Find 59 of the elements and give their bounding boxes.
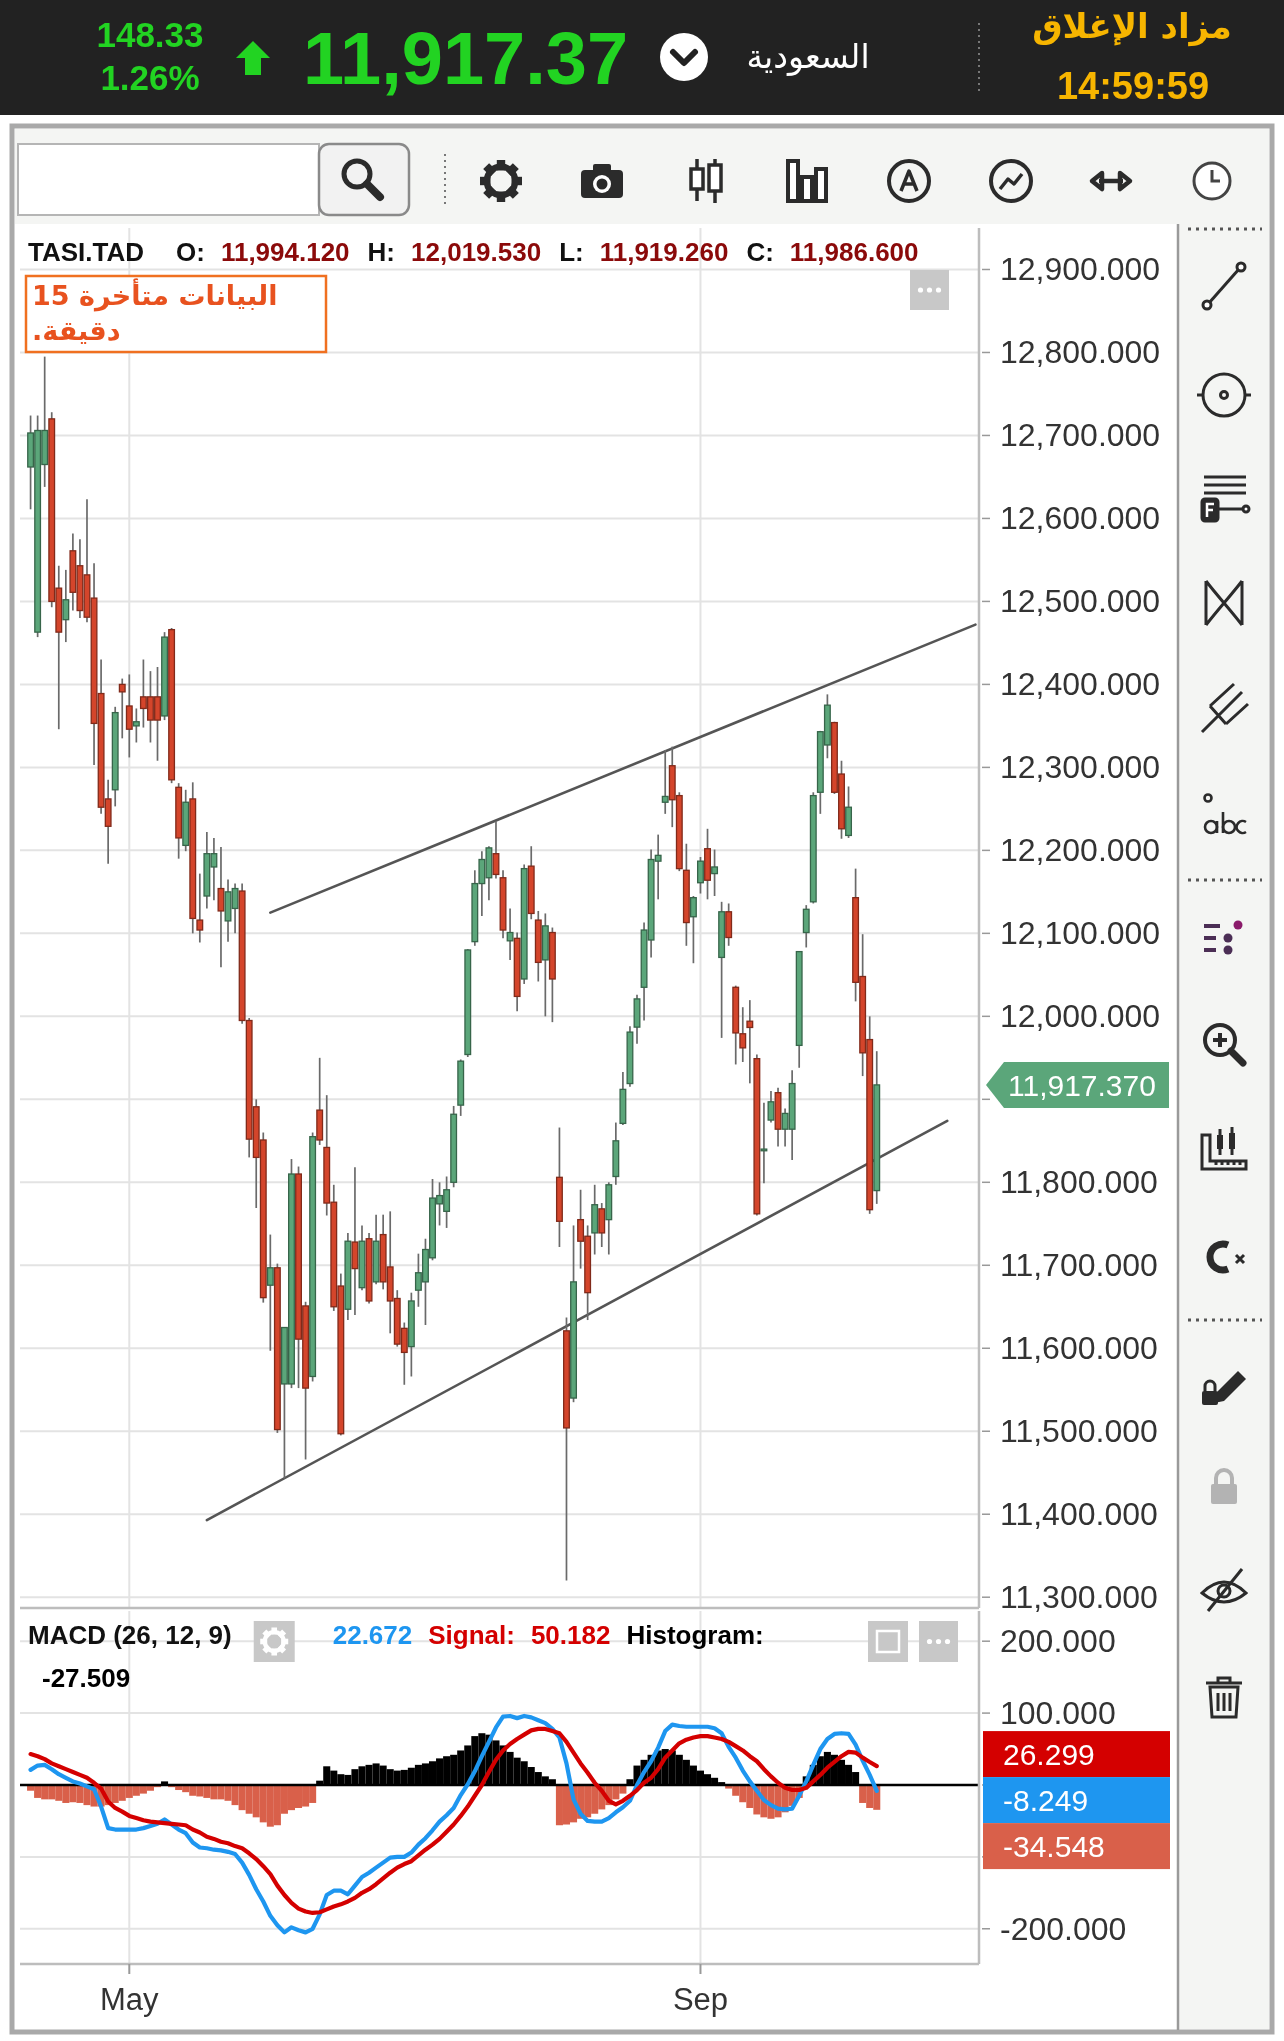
x-tick-label: Sep xyxy=(672,1982,729,2017)
text: -8.249 xyxy=(1003,1784,1089,1818)
y-tick-label: 11,300.000 xyxy=(1000,1579,1158,1616)
text: -34.548 xyxy=(1003,1830,1105,1864)
y-tick-label: 12,300.000 xyxy=(1000,749,1161,786)
candlestick xyxy=(118,677,126,740)
candlestick xyxy=(266,1233,274,1352)
y-tick-label: 11,500.000 xyxy=(1000,1413,1158,1450)
y-tick-label: 11,800.000 xyxy=(1000,1164,1158,1201)
y-tick-label: 12,100.000 xyxy=(1000,915,1161,952)
candlestick xyxy=(132,707,140,744)
candlestick xyxy=(661,749,669,815)
annotation: 50.182 xyxy=(530,1620,611,1650)
text: 11,917.37 xyxy=(303,17,629,100)
text: Signal: xyxy=(428,1620,515,1650)
chart-title: MACD (26, 12, 9) xyxy=(28,1620,232,1650)
y-tick-label: -200.000 xyxy=(1000,1910,1127,1947)
y-tick-label: 12,600.000 xyxy=(1000,500,1161,537)
candlestick xyxy=(196,872,204,944)
text: 148.33 xyxy=(96,15,204,54)
candlestick xyxy=(217,846,225,969)
candlestick xyxy=(506,907,514,961)
candlestick xyxy=(125,673,133,759)
y-tick-label: 11,600.000 xyxy=(1000,1330,1158,1367)
text: السعودية xyxy=(746,37,870,76)
text: 1.26% xyxy=(100,58,200,97)
candlestick xyxy=(746,999,754,1085)
text: 14:59:59 xyxy=(1056,65,1210,107)
y-tick-label: 12,800.000 xyxy=(1000,334,1161,371)
candlestick xyxy=(62,569,70,643)
candlestick xyxy=(689,895,697,965)
y-tick-label: 12,500.000 xyxy=(1000,583,1161,620)
candlestick xyxy=(760,1101,768,1184)
annotation: 22.672 xyxy=(332,1620,413,1650)
annotation: O: 11,994.120 xyxy=(176,237,350,267)
y-tick-label: 12,900.000 xyxy=(1000,251,1161,288)
y-tick-label: 12,700.000 xyxy=(1000,417,1161,454)
candlestick xyxy=(711,848,719,897)
annotation: H: 12,019.530 xyxy=(367,237,542,267)
text: مزاد الإغلاق xyxy=(1032,6,1232,47)
text: 11,917.370 xyxy=(1008,1068,1156,1102)
y-tick-label: 12,400.000 xyxy=(1000,666,1161,703)
y-tick-label: 11,700.000 xyxy=(1000,1247,1158,1284)
x-tick-label: May xyxy=(100,1982,160,2017)
text: 26.299 xyxy=(1003,1738,1095,1772)
annotation: L: 11,919.260 xyxy=(559,237,729,267)
text: Histogram: xyxy=(626,1620,764,1650)
chart-title: TASI.TAD xyxy=(28,237,145,267)
y-tick-label: 11,400.000 xyxy=(1000,1496,1158,1533)
candlestick xyxy=(697,856,704,895)
text: البيانات متأخرة 15 دقيقة. xyxy=(32,278,279,348)
candlestick xyxy=(802,904,810,949)
y-tick-label: 12,200.000 xyxy=(1000,832,1161,869)
y-tick-label: 100.000 xyxy=(1000,1695,1116,1732)
annotation: -27.509 xyxy=(42,1663,131,1693)
candlestick xyxy=(767,1090,775,1124)
y-tick-label: 12,000.000 xyxy=(1000,998,1161,1035)
annotation: C: 11,986.600 xyxy=(746,237,919,267)
y-tick-label: 200.000 xyxy=(1000,1623,1116,1660)
